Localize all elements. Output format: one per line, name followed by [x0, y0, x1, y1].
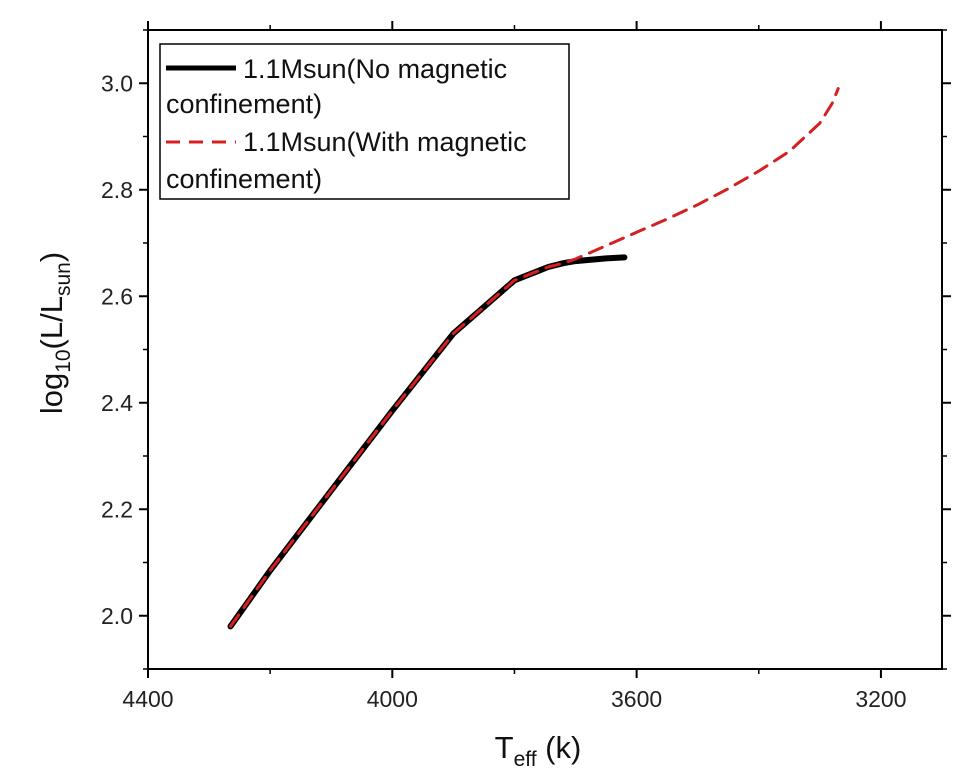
legend-label-no-magnetic-line2: confinement) — [166, 89, 322, 119]
y-axis-title-suffix: ) — [34, 252, 69, 262]
y-tick-label-2.4: 2.4 — [101, 390, 133, 416]
y-axis-title: log10(L/Lsun) — [34, 252, 75, 414]
y-axis-title-main: log — [34, 373, 69, 414]
y-axis: 2.0 2.2 2.4 2.6 2.8 3.0 — [101, 29, 951, 670]
y-axis-title-mid: (L/L — [34, 296, 69, 349]
y-tick-label-2.2: 2.2 — [101, 496, 133, 522]
y-axis-title-sub1: 10 — [52, 349, 75, 372]
series-layer — [227, 87, 840, 630]
legend-label-with-magnetic-line2: confinement) — [166, 164, 322, 194]
series-line-no-magnetic — [227, 254, 628, 630]
legend-label-no-magnetic-line1: 1.1Msun(No magnetic — [243, 54, 507, 84]
y-tick-label-2: 2.0 — [101, 603, 133, 629]
x-tick-label-4400: 4400 — [122, 686, 173, 712]
y-tick-label-2.6: 2.6 — [101, 283, 133, 309]
y-tick-label-3: 3.0 — [101, 70, 133, 96]
legend: 1.1Msun(No magnetic confinement) 1.1Msun… — [159, 43, 570, 200]
x-tick-label-4000: 4000 — [367, 686, 418, 712]
x-axis-title-sub: eff — [514, 748, 537, 771]
x-axis-title-main: T — [495, 730, 514, 765]
x-tick-label-3200: 3200 — [855, 686, 906, 712]
x-axis-title-suffix: (k) — [537, 730, 582, 765]
legend-label-with-magnetic-line1: 1.1Msun(With magnetic — [243, 127, 527, 157]
x-tick-label-3600: 3600 — [611, 686, 662, 712]
series-line-with-magnetic — [229, 87, 840, 628]
x-axis-title: Teff (k) — [495, 730, 582, 771]
x-axis: 4400 4000 3600 3200 — [122, 21, 907, 712]
y-tick-label-2.8: 2.8 — [101, 177, 133, 203]
y-axis-title-sub2: sun — [52, 262, 75, 296]
